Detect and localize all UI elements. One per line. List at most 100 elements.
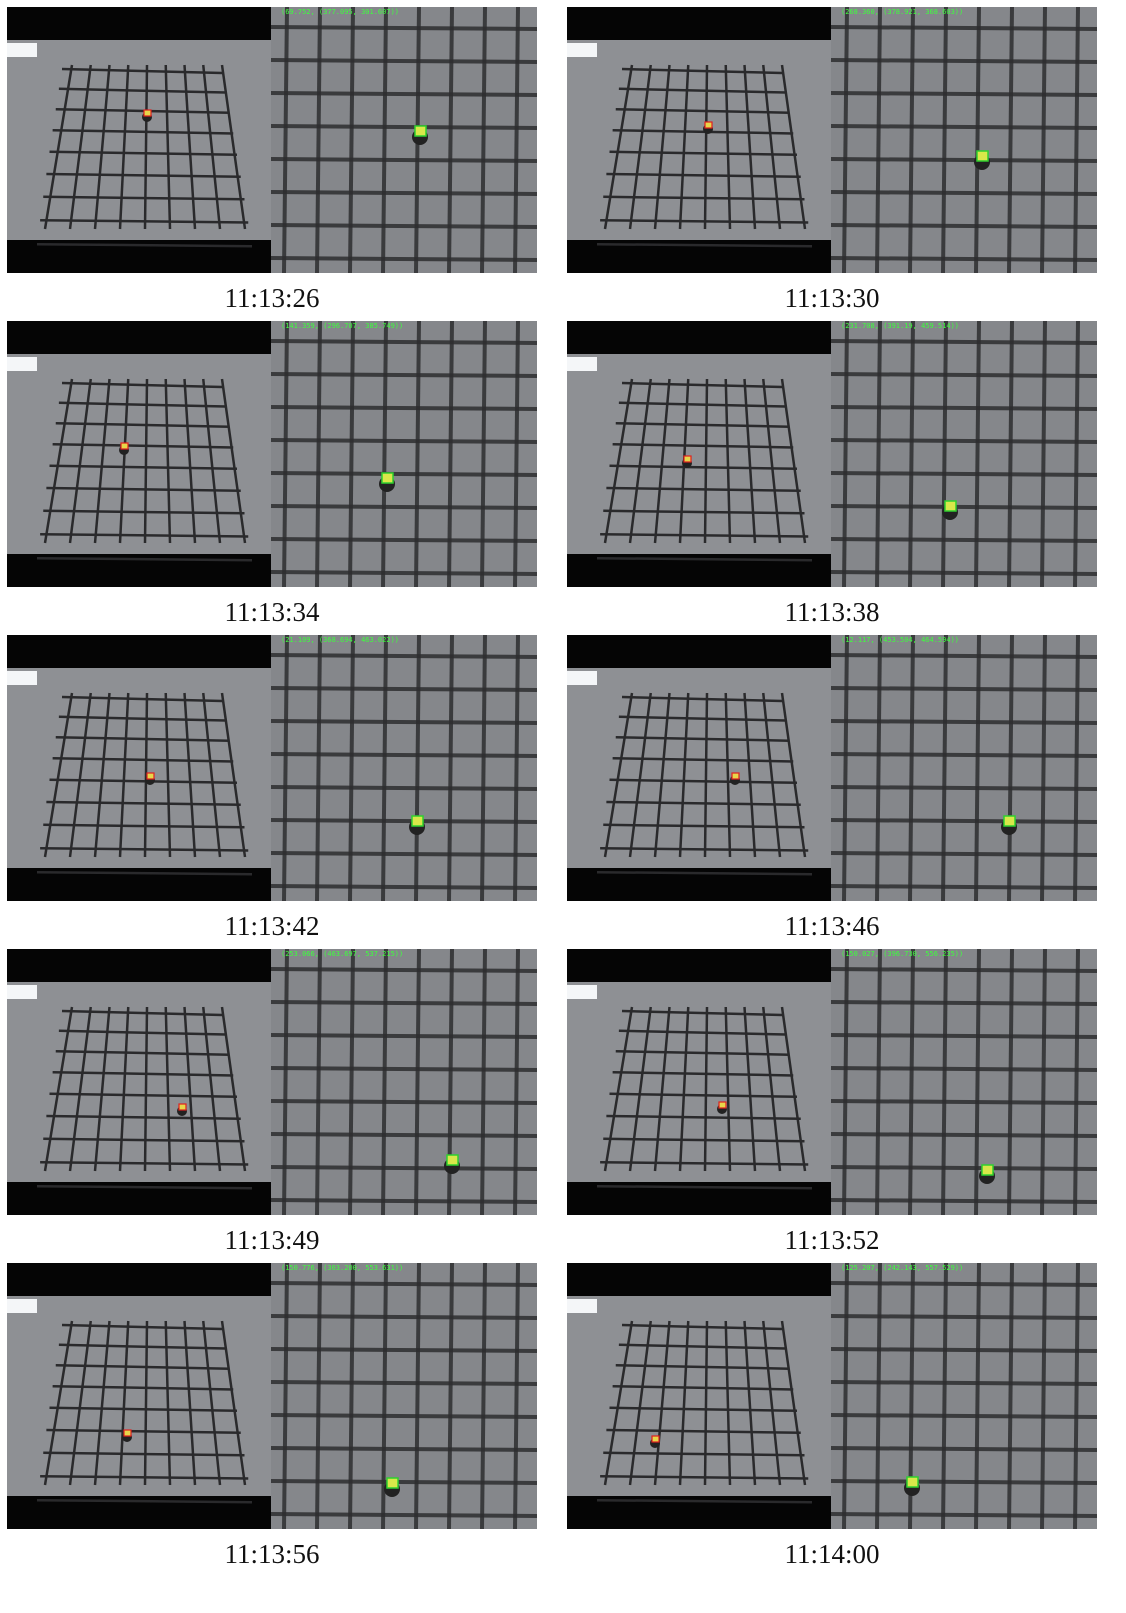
robot-marker	[719, 1102, 726, 1108]
frame-image: (69.752, (377.095, 301.607))	[7, 7, 537, 273]
robot-marker	[124, 1430, 131, 1436]
robot-marker	[945, 501, 956, 511]
light	[7, 1299, 37, 1313]
coordinate-overlay: (150.027, (396.730, 556.235))	[841, 950, 963, 958]
grid-line	[271, 721, 537, 723]
robot-marker	[121, 443, 128, 449]
grid-line	[831, 969, 1097, 971]
grid-line	[831, 1448, 1097, 1450]
grid-line	[831, 440, 1097, 442]
coordinate-overlay: (141.359, (296.707, 385.749))	[281, 322, 403, 330]
grid-line	[831, 1514, 1097, 1516]
floor	[831, 949, 1097, 1215]
grid-line	[831, 572, 1097, 574]
grid-line	[831, 721, 1097, 723]
grid-line	[271, 1068, 537, 1070]
grid-line	[831, 754, 1097, 756]
robot-marker	[982, 1165, 993, 1175]
grid-line	[831, 1200, 1097, 1202]
grid-line	[831, 159, 1097, 161]
grid-line	[271, 539, 537, 541]
video-frame: (253.066, (463.697, 537.215))	[7, 949, 537, 1215]
grid-line	[271, 1382, 537, 1384]
timestamp: 11:13:52	[567, 1225, 1097, 1256]
grid-line	[271, 969, 537, 971]
grid-line	[831, 126, 1097, 128]
grid-line	[271, 126, 537, 128]
robot-marker	[977, 151, 988, 161]
floor	[271, 321, 537, 587]
grid-line	[831, 473, 1097, 475]
frame-image: (125.207, (242.143, 557.529))	[567, 1263, 1097, 1529]
coordinate-overlay: (12.117, (453.504, 464.594))	[841, 636, 959, 644]
grid-line	[271, 1134, 537, 1136]
grid-line	[831, 886, 1097, 888]
video-frame: (21.109, (368.694, 463.022))	[7, 635, 537, 901]
grid-line	[271, 159, 537, 161]
grid-line	[271, 1448, 537, 1450]
timestamp: 11:13:46	[567, 911, 1097, 942]
grid-line	[271, 820, 537, 822]
timestamp: 11:13:26	[7, 283, 537, 314]
grid-line	[271, 1002, 537, 1004]
grid-line	[271, 440, 537, 442]
frame-image: (150.776, (303.200, 553.631))	[7, 1263, 537, 1529]
grid-line	[831, 1167, 1097, 1169]
grid-line	[831, 60, 1097, 62]
grid-line	[271, 192, 537, 194]
coordinate-overlay: (69.752, (377.095, 301.607))	[281, 8, 399, 16]
floor	[271, 635, 537, 901]
figure: {"panels": [ {"coordinates": "(69.752, (…	[0, 0, 1126, 1613]
grid-line	[831, 688, 1097, 690]
coordinate-overlay: (21.109, (368.694, 463.022))	[281, 636, 399, 644]
frame-image: (150.027, (396.730, 556.235))	[567, 949, 1097, 1215]
video-frame: (69.752, (377.095, 301.607))	[7, 7, 537, 273]
video-frame: (268.360, (378.921, 368.603))	[567, 7, 1097, 273]
grid-line	[831, 1035, 1097, 1037]
grid-line	[831, 539, 1097, 541]
coordinate-overlay: (268.360, (378.921, 368.603))	[841, 8, 963, 16]
floor	[831, 321, 1097, 587]
frame-image: (141.359, (296.707, 385.749))	[7, 321, 537, 587]
grid-line	[271, 1316, 537, 1318]
floor	[271, 949, 537, 1215]
robot-marker	[705, 122, 712, 128]
grid-line	[831, 820, 1097, 822]
robot-marker	[179, 1104, 186, 1110]
grid-line	[271, 506, 537, 508]
grid-line	[271, 60, 537, 62]
grid-line	[831, 258, 1097, 260]
grid-line	[271, 473, 537, 475]
floor	[831, 1263, 1097, 1529]
grid-line	[271, 1200, 537, 1202]
floor	[831, 635, 1097, 901]
grid-line	[271, 1514, 537, 1516]
timestamp: 11:13:56	[7, 1539, 537, 1570]
robot-marker	[447, 1155, 458, 1165]
robot-marker	[144, 110, 151, 116]
grid-line	[271, 225, 537, 227]
grid-line	[271, 258, 537, 260]
grid-line	[271, 787, 537, 789]
light	[7, 357, 37, 371]
grid-line	[271, 407, 537, 409]
grid-line	[271, 1101, 537, 1103]
light	[567, 985, 597, 999]
video-frame: (12.117, (453.504, 464.594))	[567, 635, 1097, 901]
grid-line	[831, 1002, 1097, 1004]
grid-line	[831, 853, 1097, 855]
grid-line	[831, 1481, 1097, 1483]
grid-line	[271, 655, 537, 657]
grid-line	[831, 27, 1097, 29]
grid-line	[831, 1068, 1097, 1070]
grid-line	[831, 225, 1097, 227]
light	[7, 985, 37, 999]
frame-image: (268.360, (378.921, 368.603))	[567, 7, 1097, 273]
coordinate-overlay: (231.708, (391.19, 459.514))	[841, 322, 959, 330]
grid-line	[271, 27, 537, 29]
robot-marker	[415, 126, 426, 136]
coordinate-overlay: (150.776, (303.200, 553.631))	[281, 1264, 403, 1272]
video-frame: (150.776, (303.200, 553.631))	[7, 1263, 537, 1529]
grid-line	[271, 341, 537, 343]
robot-marker	[652, 1436, 659, 1442]
